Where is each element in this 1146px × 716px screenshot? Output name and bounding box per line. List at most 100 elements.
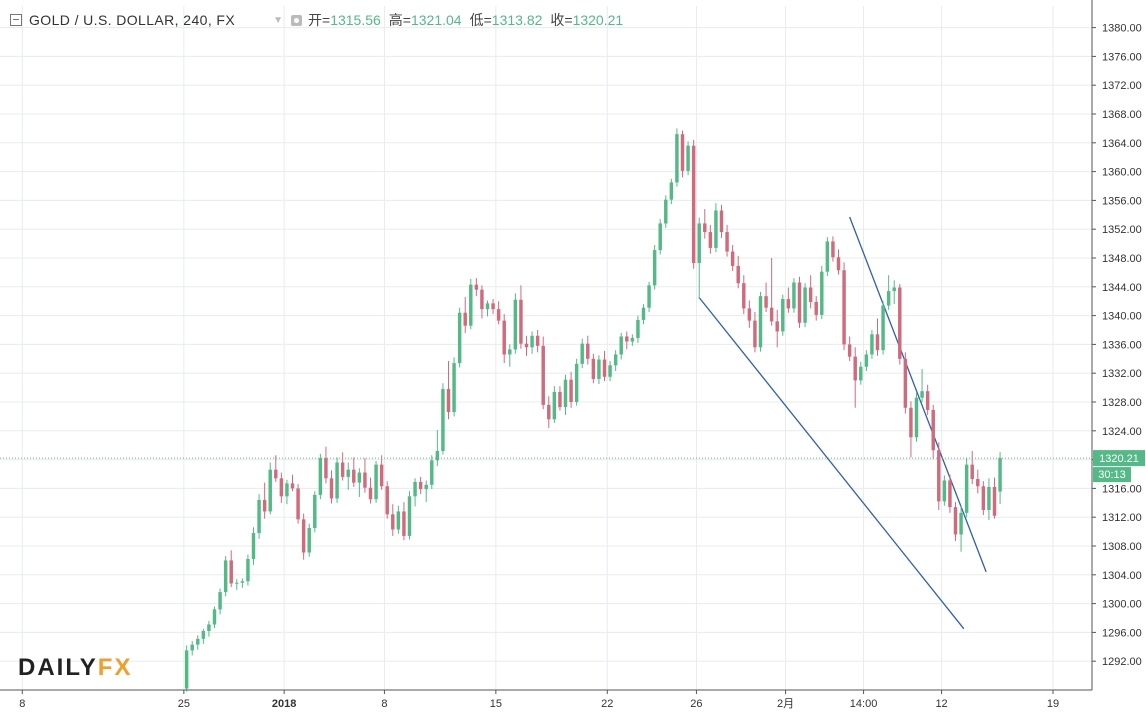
candle	[352, 457, 356, 487]
symbol-title[interactable]: GOLD / U.S. DOLLAR, 240, FX	[29, 12, 236, 28]
y-tick-label: 1368.00	[1102, 109, 1142, 121]
candle-body	[485, 303, 490, 310]
candle-body	[836, 257, 841, 271]
candle	[808, 275, 813, 309]
candle-body	[435, 450, 440, 461]
candle	[842, 262, 846, 351]
candle-body	[508, 349, 512, 355]
candle	[496, 301, 501, 325]
candle	[469, 278, 473, 330]
candle	[418, 476, 423, 495]
candle	[831, 236, 835, 262]
candle-body	[430, 460, 434, 485]
candle	[396, 505, 401, 534]
candle	[290, 474, 295, 492]
candle	[413, 478, 417, 507]
candle-body	[268, 469, 272, 512]
candle-body	[842, 270, 846, 345]
candle-body	[680, 134, 685, 171]
candle-body	[775, 321, 779, 332]
collapse-icon[interactable]	[10, 14, 22, 26]
candle	[797, 276, 802, 328]
candle	[853, 347, 857, 408]
candle	[669, 178, 674, 204]
x-tick-label: 25	[178, 698, 190, 710]
candle-body	[820, 271, 824, 315]
candle	[279, 472, 284, 503]
candle-body	[948, 480, 952, 508]
candle	[959, 505, 963, 552]
y-tick-label: 1348.00	[1102, 253, 1142, 265]
candle	[207, 620, 211, 637]
open-value: 1315.56	[330, 12, 381, 28]
candle-body	[658, 223, 662, 251]
candle	[547, 396, 551, 428]
candle-body	[240, 581, 245, 583]
candle	[814, 296, 818, 321]
candle	[730, 245, 735, 271]
y-tick-label: 1296.00	[1102, 627, 1142, 639]
candle	[937, 442, 941, 510]
candle-body	[758, 296, 763, 348]
candle	[680, 130, 685, 178]
visibility-icon[interactable]	[291, 14, 302, 26]
candle-body	[190, 644, 194, 651]
candle-body	[942, 480, 947, 502]
candle	[909, 401, 913, 458]
candle	[630, 334, 635, 346]
candle-body	[981, 486, 986, 510]
y-tick-label: 1356.00	[1102, 195, 1142, 207]
candle	[719, 204, 724, 238]
y-tick-label: 1380.00	[1102, 23, 1142, 35]
candle-body	[496, 309, 501, 321]
candle-body	[987, 486, 991, 510]
x-tick-label: 14:00	[850, 698, 878, 710]
candle-body	[418, 481, 423, 490]
candle-body	[279, 478, 284, 497]
candle-body	[324, 458, 328, 479]
candle	[301, 513, 306, 560]
candle-body	[552, 391, 557, 420]
candle-body	[586, 343, 590, 359]
candle	[970, 450, 974, 485]
candle-body	[764, 296, 768, 308]
candle-body	[196, 638, 200, 645]
y-tick-label: 1332.00	[1102, 368, 1142, 380]
candle-body	[708, 232, 713, 248]
x-tick-label: 2018	[272, 698, 296, 710]
x-tick-label: 8	[381, 698, 387, 710]
candle-body	[407, 496, 412, 536]
candle	[619, 332, 623, 360]
candle	[764, 282, 768, 312]
candle	[340, 452, 345, 481]
candle-body	[535, 335, 540, 346]
candle-body	[285, 483, 289, 497]
current-price-label: 1320.21	[1099, 453, 1139, 465]
candle	[870, 330, 874, 359]
candle	[981, 481, 986, 516]
candle	[313, 491, 317, 533]
candle-body	[251, 533, 256, 559]
candle	[480, 285, 484, 319]
candle-body	[786, 299, 791, 309]
candle	[508, 344, 512, 367]
candle	[541, 336, 545, 410]
candle	[781, 294, 785, 336]
caret-down-icon[interactable]: ▼	[273, 14, 283, 26]
candle	[987, 478, 991, 521]
candle	[379, 455, 384, 490]
low-value: 1313.82	[491, 12, 543, 28]
candle-body	[223, 560, 228, 593]
y-tick-label: 1308.00	[1102, 541, 1142, 553]
time-axis[interactable]: 8 25 2018 8 15 22 26 2月 14:00 12 19	[0, 689, 1092, 710]
candle	[664, 195, 668, 228]
candle-body	[257, 499, 261, 534]
price-axis[interactable]: 1292.00 1296.00 1300.00 1304.00 1308.00 1312.…	[1091, 0, 1145, 690]
candle-body	[602, 359, 607, 377]
candle-body	[691, 145, 696, 264]
y-tick-label: 1292.00	[1102, 656, 1142, 668]
candle-body	[502, 320, 506, 355]
candle	[892, 280, 896, 305]
x-tick-label: 26	[690, 698, 702, 710]
